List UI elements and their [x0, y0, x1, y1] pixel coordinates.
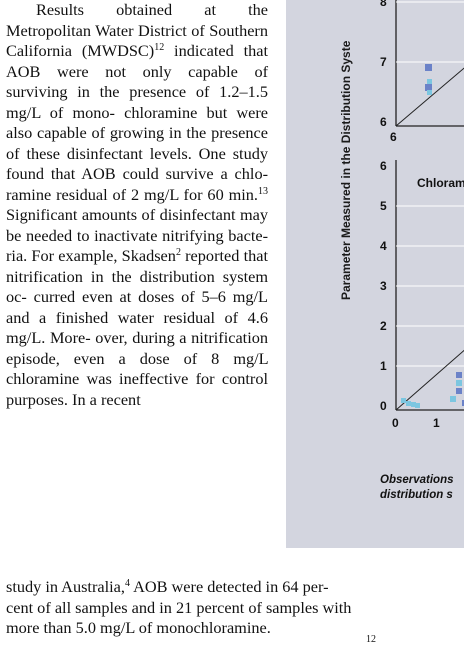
text-line: study in Australia, — [6, 577, 125, 596]
text-line: ria. For example, Skadsen — [6, 246, 176, 265]
tick-label: 3 — [380, 279, 387, 293]
text-line: chloramine was ineffective for — [6, 369, 215, 388]
data-point — [411, 402, 416, 407]
tick-label: 6 — [380, 159, 387, 173]
reference-partial: 12 — [366, 633, 376, 645]
lower-plot: Chloram 6 5 4 3 2 1 0 0 1 — [380, 159, 464, 430]
data-point — [406, 401, 411, 406]
text-line-row: 12 — [6, 633, 464, 645]
data-point — [456, 372, 462, 378]
reference-line — [395, 349, 464, 411]
figure-panel: Parameter Measured in the Distribution S… — [286, 0, 464, 548]
tick-label: 2 — [380, 319, 387, 333]
text-line: Metropolitan Water District — [6, 20, 187, 40]
text-line: presence of these disinfectant — [6, 123, 269, 163]
text-line: chloramine but were also — [6, 102, 268, 143]
tick-label: 1 — [380, 359, 387, 373]
text-line: Results obtained at the — [36, 0, 268, 19]
text-line: AOB were detected in 64 per- — [129, 577, 329, 596]
tick-label: 0 — [380, 399, 387, 413]
text-line-row: study in Australia,4 AOB were detected i… — [6, 577, 464, 598]
tick-label: 1 — [433, 416, 440, 430]
tick-label: 0 — [392, 416, 399, 430]
tick-label: 4 — [380, 239, 387, 253]
data-point — [462, 400, 464, 406]
text-line: over, during a nitrification — [95, 328, 268, 347]
figure-caption: distribution s — [380, 489, 453, 501]
panel-title: Chloram — [417, 176, 464, 190]
text-line: more than 5.0 mg/L of monochloramine. — [6, 618, 271, 637]
data-point — [425, 64, 432, 71]
text-line: mg/L and a finished water — [6, 287, 268, 327]
paragraph: Results obtained at the Metropolitan Wat… — [6, 0, 268, 410]
data-point — [456, 380, 462, 386]
text-line: of Southern California — [6, 20, 268, 61]
text-line: AOB were not only capable — [6, 61, 238, 81]
text-line: ramine residual of 2 mg/L for — [6, 184, 203, 204]
text-line: cent of all samples and in 21 percent of… — [6, 597, 352, 617]
text-line: indicated that — [164, 41, 268, 60]
data-point — [427, 79, 432, 84]
text-line: control purposes. In a recent — [6, 369, 268, 409]
figure-graphic: Parameter Measured in the Distribution S… — [339, 0, 464, 501]
text-line: curred even at doses of 5–6 — [33, 287, 226, 306]
text-line: Significant amounts — [6, 205, 138, 224]
text-line: of 1.2–1.5 mg/L of mono- — [6, 82, 268, 122]
text-line: levels. One study found that — [6, 143, 268, 184]
body-text-column: Results obtained at the Metropolitan Wat… — [6, 0, 268, 410]
text-line: AOB could survive a chlo- — [81, 164, 269, 183]
data-point — [425, 84, 432, 91]
body-text-full-width: study in Australia,4 AOB were detected i… — [6, 577, 464, 651]
text-line: 60 min. — [207, 184, 258, 204]
text-line: to inactivate nitrifying bacte- — [76, 225, 269, 245]
text-line: reported that nitrification in — [6, 246, 268, 286]
data-point — [456, 388, 462, 394]
figure-caption: Observations — [380, 474, 454, 486]
reference-12: 12 — [154, 42, 165, 53]
text-line: of surviving in the presence — [6, 61, 268, 102]
text-line: the distribution system oc- — [6, 266, 268, 307]
data-point — [401, 398, 406, 403]
text-line: capable of growing in the — [37, 123, 207, 142]
tick-label: 6 — [380, 115, 387, 129]
data-point — [427, 90, 432, 95]
text-line: of disinfectant may be needed — [6, 205, 269, 245]
tick-label: 5 — [380, 199, 387, 213]
reference-2: 2 — [175, 247, 181, 258]
data-point — [450, 396, 456, 402]
tick-label: 7 — [380, 55, 387, 69]
reference-4: 4 — [124, 578, 130, 589]
reference-line — [395, 67, 464, 127]
tick-label: 6 — [390, 130, 397, 144]
text-line: (MWDSC) — [81, 41, 155, 60]
data-point — [415, 403, 420, 408]
reference-13: 13 — [258, 185, 268, 197]
text-line: residual of 4.6 mg/L. More- — [6, 307, 268, 348]
text-line: episode, even a dose of 8 mg/L — [6, 348, 268, 368]
upper-plot: 8 7 6 6 7 — [380, 0, 464, 144]
y-axis-label: Parameter Measured in the Distribution S… — [339, 40, 353, 300]
tick-label: 8 — [380, 0, 387, 9]
